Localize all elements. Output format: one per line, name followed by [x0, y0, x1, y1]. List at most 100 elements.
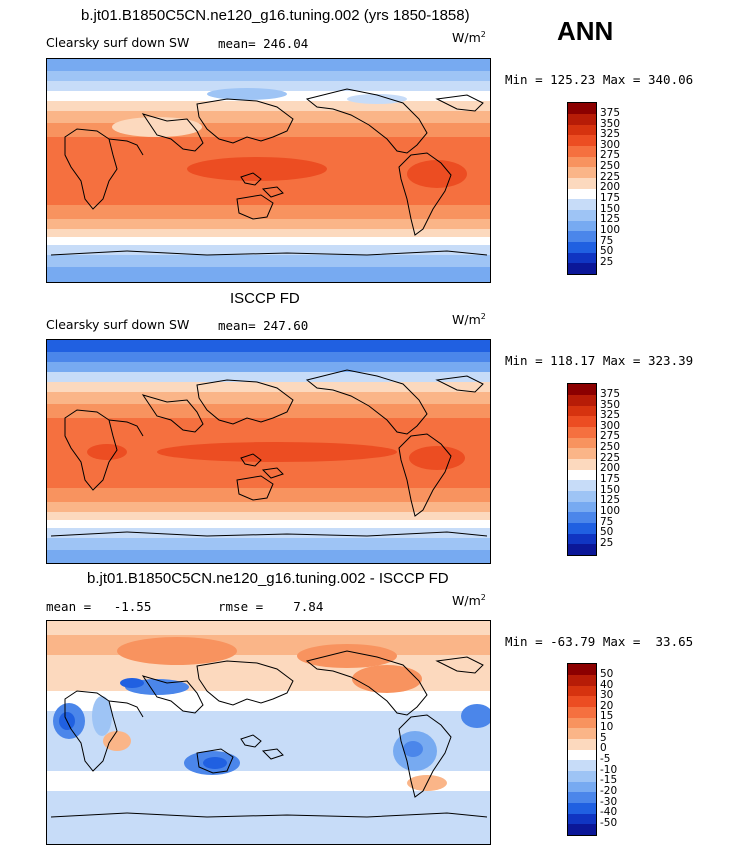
- season-label: ANN: [557, 16, 614, 46]
- panel1-colorbar-label-11: 100: [600, 224, 621, 236]
- panel1-colorbar-label-0: 375: [600, 107, 621, 119]
- panel3-minmax: Min = -63.79 Max = 33.65: [505, 634, 694, 649]
- panel3-colorbar-label-0: 50: [600, 668, 614, 680]
- panel2-colorbar-label-2: 325: [600, 409, 621, 421]
- panel3-colorbar-box-7: [568, 739, 596, 750]
- panel2-colorbar-box-0: [568, 384, 596, 395]
- panel1-colorbar-box-12: [568, 231, 596, 242]
- panel3-colorbar-box-2: [568, 686, 596, 696]
- panel1-colorbar-label-5: 250: [600, 160, 621, 172]
- panel2-colorbar-box-7: [568, 459, 596, 470]
- panel1-colorbar-label-4: 275: [600, 149, 621, 161]
- panel3-colorbar-box-9: [568, 760, 596, 771]
- panel1-variable: Clearsky surf down SW: [46, 35, 190, 50]
- panel1-colorbar-label-3: 300: [600, 139, 621, 151]
- panel3-colorbar-label-1: 40: [600, 679, 614, 691]
- panel2-colorbar-label-9: 150: [600, 484, 621, 496]
- panel3-colorbar-box-14: [568, 814, 596, 824]
- panel1-colorbar-label-6: 225: [600, 171, 621, 183]
- panel1-colorbar-labels: 375 350 325 300 275 250 225 200 175 150 …: [600, 102, 640, 273]
- panel2-variable: Clearsky surf down SW: [46, 317, 190, 332]
- panel2-mean: mean= 247.60: [218, 318, 309, 333]
- panel1-colorbar-box-1: [568, 114, 596, 125]
- panel3-colorbar-label-9: -10: [600, 764, 618, 776]
- panel2-colorbar-label-4: 275: [600, 430, 621, 442]
- panel2-colorbar-box-2: [568, 406, 596, 416]
- panel2-colorbar-box-9: [568, 480, 596, 491]
- panel1-colorbar-label-9: 150: [600, 203, 621, 215]
- panel2-units: W/m2: [452, 312, 486, 327]
- panel3-colorbar-box-12: [568, 792, 596, 803]
- panel2-map: [46, 339, 491, 564]
- panel1-map-svg: [47, 59, 490, 282]
- panel3-colorbar-label-5: 10: [600, 721, 614, 733]
- panel3-colorbar-labels: 50 40 30 20 15 10 5 0 -5 -10 -15 -20 -30…: [600, 663, 640, 834]
- panel2-colorbar-box-14: [568, 534, 596, 544]
- panel3-colorbar-label-11: -20: [600, 785, 618, 797]
- panel3-colorbar-box-6: [568, 728, 596, 739]
- panel1-colorbar-box-0: [568, 103, 596, 114]
- panel1-colorbar-label-12: 75: [600, 235, 614, 247]
- panel1-minmax: Min = 125.23 Max = 340.06: [505, 72, 694, 87]
- panel2-colorbar-label-5: 250: [600, 441, 621, 453]
- panel2-colorbar-label-3: 300: [600, 420, 621, 432]
- panel1-map: [46, 58, 491, 283]
- panel3-colorbar-box-8: [568, 750, 596, 760]
- panel2-colorbar-label-14: 25: [600, 537, 614, 549]
- panel2-colorbar-box-11: [568, 502, 596, 512]
- panel1-mean: mean= 246.04: [218, 36, 309, 51]
- panel3-colorbar-box-10: [568, 771, 596, 782]
- panel2-colorbar-box-5: [568, 438, 596, 448]
- panel1-colorbar-box-2: [568, 125, 596, 135]
- panel3-colorbar-label-8: -5: [600, 753, 611, 765]
- panel1-units: W/m2: [452, 30, 486, 45]
- panel2-title: ISCCP FD: [230, 290, 300, 307]
- panel3-colorbar-box-1: [568, 675, 596, 686]
- panel1-colorbar-label-2: 325: [600, 128, 621, 140]
- panel3-colorbar-label-2: 30: [600, 689, 614, 701]
- panel1-colorbar-box-8: [568, 189, 596, 199]
- panel3-colorbar-box-11: [568, 782, 596, 792]
- panel2-colorbar-labels: 375 350 325 300 275 250 225 200 175 150 …: [600, 383, 640, 554]
- panel3-colorbar-label-14: -50: [600, 817, 618, 829]
- panel1-colorbar-box-14: [568, 253, 596, 263]
- panel2-colorbar-label-10: 125: [600, 494, 621, 506]
- panel2-colorbar-label-11: 100: [600, 505, 621, 517]
- panel3-colorbar-label-13: -40: [600, 806, 618, 818]
- panel1-colorbar: [567, 102, 597, 275]
- panel1-colorbar-box-7: [568, 178, 596, 189]
- panel2-colorbar-box-1: [568, 395, 596, 406]
- panel3-map-svg: [47, 621, 490, 844]
- panel3-colorbar-label-3: 20: [600, 700, 614, 712]
- panel3-colorbar-box-13: [568, 803, 596, 814]
- panel2-colorbar-box-10: [568, 491, 596, 502]
- panel2-colorbar-label-13: 50: [600, 526, 614, 538]
- panel1-colorbar-label-14: 25: [600, 256, 614, 268]
- panel2-colorbar-label-7: 200: [600, 462, 621, 474]
- panel2-colorbar: [567, 383, 597, 556]
- panel3-title: b.jt01.B1850C5CN.ne120_g16.tuning.002 - …: [87, 570, 449, 587]
- panel1-colorbar-label-10: 125: [600, 213, 621, 225]
- panel3-units: W/m2: [452, 593, 486, 608]
- panel3-colorbar-box-3: [568, 696, 596, 707]
- panel3-colorbar-box-4: [568, 707, 596, 718]
- panel1-colorbar-box-5: [568, 157, 596, 167]
- panel3-colorbar-box-0: [568, 664, 596, 675]
- panel1-colorbar-box-11: [568, 221, 596, 231]
- panel2-colorbar-box-12: [568, 512, 596, 523]
- panel3-colorbar-box-5: [568, 718, 596, 728]
- panel3-colorbar-label-4: 15: [600, 710, 614, 722]
- panel2-colorbar-box-3: [568, 416, 596, 427]
- panel3-colorbar-box-15: [568, 824, 596, 835]
- panel3-colorbar-label-12: -30: [600, 796, 618, 808]
- panel2-colorbar-box-6: [568, 448, 596, 459]
- panel2-colorbar-box-13: [568, 523, 596, 534]
- panel2-map-svg: [47, 340, 490, 563]
- panel1-colorbar-label-8: 175: [600, 192, 621, 204]
- panel2-colorbar-label-0: 375: [600, 388, 621, 400]
- panel2-colorbar-label-8: 175: [600, 473, 621, 485]
- panel2-colorbar-label-12: 75: [600, 516, 614, 528]
- panel1-colorbar-label-1: 350: [600, 118, 621, 130]
- panel1-colorbar-box-10: [568, 210, 596, 221]
- panel3-colorbar-label-10: -15: [600, 774, 618, 786]
